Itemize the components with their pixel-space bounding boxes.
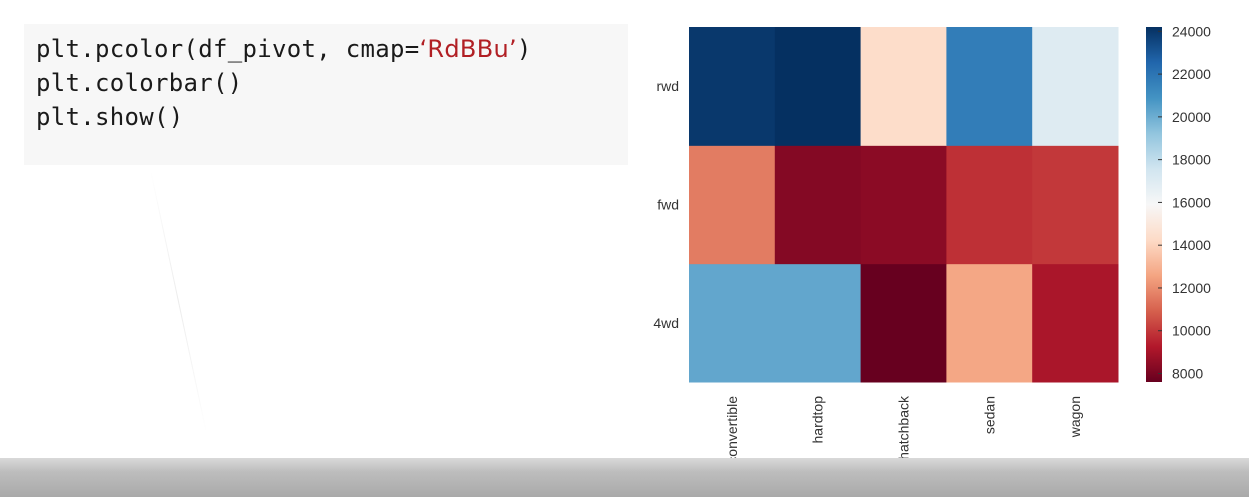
bottom-bar <box>0 458 1249 497</box>
colorbar-tick-label-22000: 22000 <box>1172 66 1211 82</box>
heatmap-cell-rwd-hatchback <box>860 27 947 146</box>
y-tick-label-4wd: 4wd <box>653 315 679 331</box>
colorbar-tick-label-12000: 12000 <box>1172 280 1211 296</box>
heatmap-cell-fwd-hatchback <box>860 145 947 265</box>
colorbar-tick-label-8000: 8000 <box>1172 366 1203 382</box>
colorbar-tick-label-18000: 18000 <box>1172 152 1211 168</box>
heatmap-cell-fwd-convertible <box>689 145 776 265</box>
code-line-1-suffix: ) <box>516 35 532 63</box>
colorbar-tick-label-10000: 10000 <box>1172 323 1211 339</box>
code-string-cmap: ‘RdBBu’ <box>419 35 517 63</box>
colorbar <box>1146 27 1162 382</box>
heatmap-cell-4wd-hatchback <box>860 263 947 383</box>
code-line-1: plt.pcolor(df_pivot, cmap=‘RdBBu’) <box>36 32 628 66</box>
heatmap-cell-fwd-hardtop <box>774 145 862 265</box>
heatmap-cell-rwd-wagon <box>1032 27 1119 146</box>
colorbar-ticks: 8000 10000 12000 14000 16000 18000 20000 22000 2… <box>1158 23 1211 382</box>
x-tick-label-hatchback: hatchback <box>896 395 912 460</box>
heatmap-cell-4wd-convertible <box>689 263 776 383</box>
colorbar-tick-label-16000: 16000 <box>1172 194 1211 210</box>
y-tick-label-rwd: rwd <box>656 78 679 94</box>
code-line-2: plt.colorbar() <box>36 69 243 97</box>
code-block: plt.pcolor(df_pivot, cmap=‘RdBBu’) plt.c… <box>24 24 628 165</box>
x-tick-label-convertible: convertible <box>724 396 740 464</box>
x-tick-label-wagon: wagon <box>1067 396 1083 438</box>
y-tick-labels: 4wd fwd rwd <box>653 78 679 331</box>
heatmap-cells <box>689 27 1119 383</box>
heatmap-cell-rwd-hardtop <box>774 27 862 146</box>
colorbar-tick-label-14000: 14000 <box>1172 237 1211 253</box>
code-line-3: plt.show() <box>36 103 184 131</box>
x-tick-label-sedan: sedan <box>981 396 997 434</box>
heatmap-cell-4wd-hardtop <box>774 263 862 383</box>
heatmap-cell-rwd-sedan <box>946 27 1033 146</box>
x-tick-labels: convertible hardtop hatchback sedan wagon <box>724 395 1083 464</box>
heatmap-cell-rwd-convertible <box>689 27 776 146</box>
heatmap-cell-fwd-sedan <box>946 145 1033 265</box>
heatmap-cell-4wd-wagon <box>1032 263 1119 383</box>
x-tick-label-hardtop: hardtop <box>810 396 826 444</box>
colorbar-tick-label-20000: 20000 <box>1172 109 1211 125</box>
code-line-1-prefix: plt.pcolor(df_pivot, cmap= <box>36 35 420 63</box>
y-tick-label-fwd: fwd <box>657 197 679 213</box>
heatmap-cell-4wd-sedan <box>946 263 1033 383</box>
heatmap-cell-fwd-wagon <box>1032 145 1119 265</box>
colorbar-tick-label-24000: 24000 <box>1172 23 1211 39</box>
